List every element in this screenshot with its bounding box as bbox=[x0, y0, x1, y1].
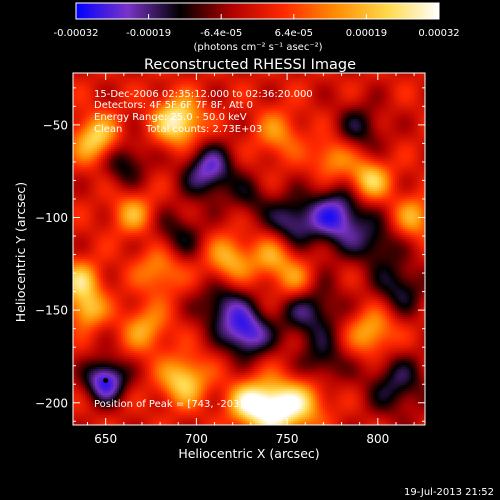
annotation-peak: Position of Peak = [743, -203] bbox=[94, 399, 243, 410]
y-axis-label: Heliocentric Y (arcsec) bbox=[13, 182, 28, 322]
annotation-detectors: Detectors: 4F 5F 6F 7F 8F, Att 0 bbox=[94, 100, 253, 111]
y-tick-label: −150 bbox=[35, 304, 68, 318]
x-tick-label: 700 bbox=[185, 432, 208, 446]
heatmap-image bbox=[73, 73, 425, 425]
y-tick-label: −50 bbox=[43, 118, 68, 132]
colorbar-ticks: -0.00032 -0.00019 -6.4e-05 6.4e-05 0.00019 0.… bbox=[54, 14, 460, 39]
x-axis-ticks: 650 700 750 800 bbox=[87, 73, 415, 446]
annotation-energy: Energy Range: 25.0 - 50.0 keV bbox=[94, 112, 247, 123]
annotations: 15-Dec-2006 02:35:12.000 to 02:36:20.000… bbox=[94, 89, 313, 410]
x-axis-label: Heliocentric X (arcsec) bbox=[178, 446, 319, 461]
image-holder bbox=[73, 73, 425, 425]
colorbar: -0.00032 -0.00019 -6.4e-05 6.4e-05 0.00019 0.… bbox=[54, 2, 460, 53]
colorbar-tick-label: -0.00032 bbox=[54, 28, 99, 39]
colorbar-tick-label: -0.00019 bbox=[126, 28, 171, 39]
x-tick-label: 750 bbox=[276, 432, 299, 446]
peak-dot bbox=[103, 378, 109, 384]
colorbar-tick-label: -6.4e-05 bbox=[200, 28, 242, 39]
annotation-method: Clean bbox=[94, 124, 122, 135]
y-tick-label: −100 bbox=[35, 211, 68, 225]
y-tick-label: −200 bbox=[35, 396, 68, 410]
annotation-time-range: 15-Dec-2006 02:35:12.000 to 02:36:20.000 bbox=[94, 89, 313, 100]
colorbar-gradient bbox=[75, 2, 440, 20]
x-tick-label: 650 bbox=[94, 432, 117, 446]
y-axis-ticks: −50 −100 −150 −200 bbox=[35, 87, 425, 422]
footer-timestamp: 19-Jul-2013 21:52 bbox=[404, 487, 494, 498]
colorbar-tick-label: 0.00032 bbox=[418, 28, 459, 39]
chart-title: Reconstructed RHESSI Image bbox=[144, 57, 356, 73]
colorbar-tick-label: 0.00019 bbox=[346, 28, 387, 39]
peak-marker-icon bbox=[103, 378, 109, 384]
colorbar-tick-label: 6.4e-05 bbox=[275, 28, 313, 39]
colorbar-unit-label: (photons cm⁻² s⁻¹ asec⁻²) bbox=[193, 42, 322, 53]
plot-frame bbox=[72, 72, 426, 426]
x-tick-label: 800 bbox=[366, 432, 389, 446]
annotation-counts: Total counts: 2.73E+03 bbox=[145, 124, 262, 135]
